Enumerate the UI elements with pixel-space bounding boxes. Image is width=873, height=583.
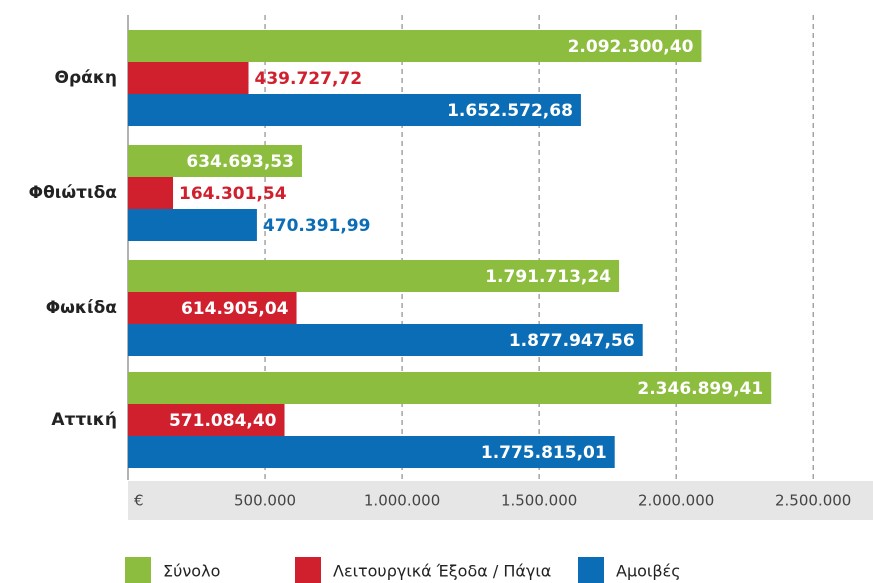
x-tick-label: 1.000.000 — [364, 492, 440, 510]
bar — [128, 62, 249, 94]
x-tick-label: 500.000 — [234, 492, 296, 510]
category-label: Φθιώτιδα — [29, 183, 117, 203]
category-label: Αττική — [51, 410, 117, 430]
bar — [128, 94, 581, 126]
bar — [128, 292, 297, 324]
x-tick-label: 1.500.000 — [501, 492, 577, 510]
bar — [128, 436, 615, 468]
legend-swatch — [578, 557, 604, 583]
bar — [128, 145, 302, 177]
value-label: 571.084,40 — [169, 411, 277, 431]
legend-swatch — [295, 557, 321, 583]
value-label: 1.791.713,24 — [485, 267, 611, 287]
x-tick-label: 2.500.000 — [775, 492, 851, 510]
bar — [128, 30, 702, 62]
value-label: 470.391,99 — [263, 216, 371, 236]
bar — [128, 260, 620, 292]
value-label: 1.775.815,01 — [481, 443, 607, 463]
value-label: 2.346.899,41 — [637, 379, 763, 399]
value-label: 634.693,53 — [186, 152, 294, 172]
bar — [128, 404, 285, 436]
bar — [128, 324, 643, 356]
value-label: 1.877.947,56 — [509, 331, 635, 351]
bar — [128, 209, 257, 241]
legend-swatch — [125, 557, 151, 583]
value-label: 2.092.300,40 — [568, 37, 694, 57]
bar — [128, 177, 174, 209]
value-label: 164.301,54 — [179, 184, 287, 204]
x-tick-label: € — [134, 492, 144, 510]
axis-band — [128, 481, 873, 520]
x-tick-label: 2.000.000 — [638, 492, 714, 510]
value-label: 1.652.572,68 — [447, 101, 573, 121]
legend-label: Αμοιβές — [616, 562, 681, 581]
legend-label: Λειτουργικά Έξοδα / Πάγια — [333, 562, 551, 581]
category-label: Φωκίδα — [46, 298, 117, 318]
value-label: 439.727,72 — [255, 69, 363, 89]
bar — [128, 372, 772, 404]
legend-label: Σύνολο — [163, 562, 220, 581]
category-label: Θράκη — [55, 68, 117, 88]
value-label: 614.905,04 — [181, 299, 289, 319]
